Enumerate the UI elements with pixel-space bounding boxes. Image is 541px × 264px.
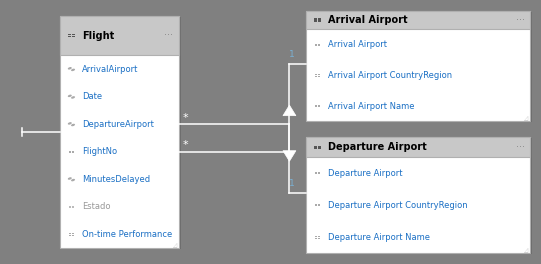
Bar [72,36,75,37]
Bar [69,234,71,235]
Bar [318,172,320,173]
Bar [72,206,74,207]
Text: Departure Airport CountryRegion: Departure Airport CountryRegion [328,201,468,210]
Text: Arrival Airport: Arrival Airport [328,15,408,25]
Text: ArrivalAirport: ArrivalAirport [82,65,138,74]
Bar [315,44,317,45]
Bar [308,138,532,254]
Bar [318,147,321,149]
Bar [306,137,530,253]
Bar [315,172,317,173]
Bar [308,12,532,122]
Text: Departure Airport: Departure Airport [328,169,403,178]
Polygon shape [283,105,296,116]
Text: ···: ··· [516,15,525,25]
Bar [72,34,75,35]
Bar [315,74,317,75]
Bar [314,145,317,147]
Text: Estado: Estado [82,202,111,211]
Text: Arrival Airport CountryRegion: Arrival Airport CountryRegion [328,71,452,80]
Bar [318,45,320,46]
Bar [68,34,71,35]
Bar [318,236,320,237]
Text: ···: ··· [164,31,173,41]
Bar [68,36,71,37]
Polygon shape [283,151,296,161]
Bar [315,105,317,106]
Text: Arrival Airport: Arrival Airport [328,40,387,49]
Text: ···: ··· [516,142,525,152]
Text: 1: 1 [289,50,295,59]
Bar [72,152,74,153]
Bar [315,236,317,237]
Bar [69,150,71,152]
Text: *: * [182,113,188,123]
Bar [72,207,74,208]
Bar [318,74,320,75]
Bar [306,137,530,157]
Bar [72,234,74,235]
Text: FlightNo: FlightNo [82,147,117,156]
Bar [318,145,321,147]
Text: DepartureAirport: DepartureAirport [82,120,154,129]
Bar [314,18,317,20]
Bar [315,205,317,206]
Bar [69,152,71,153]
Bar [315,76,317,77]
Text: ◿: ◿ [171,242,176,247]
Bar [318,105,320,106]
Bar [315,106,317,107]
Text: Departure Airport: Departure Airport [328,142,427,152]
Text: 1: 1 [289,179,295,188]
Text: Departure Airport Name: Departure Airport Name [328,233,431,242]
Bar [318,44,320,45]
Text: Flight: Flight [82,31,115,41]
Text: *: * [182,140,188,150]
Bar [318,205,320,206]
Bar [69,233,71,234]
Bar [315,173,317,174]
Bar [318,173,320,174]
Bar [318,18,321,20]
Bar [318,106,320,107]
Bar [315,238,317,239]
Text: ◿: ◿ [523,247,527,252]
Bar [72,150,74,152]
Bar [72,233,74,234]
Bar [318,204,320,205]
Bar [314,147,317,149]
Bar [60,16,179,248]
Bar [315,204,317,205]
Bar [315,45,317,46]
Bar [60,16,179,55]
Bar [318,20,321,22]
Bar [69,206,71,207]
Bar [306,11,530,29]
Text: On-time Performance: On-time Performance [82,230,173,239]
Text: MinutesDelayed: MinutesDelayed [82,175,150,184]
Bar [306,11,530,121]
Text: Date: Date [82,92,102,101]
Bar [69,207,71,208]
Bar [314,20,317,22]
Text: Arrival Airport Name: Arrival Airport Name [328,102,415,111]
Bar [318,76,320,77]
Bar [62,17,181,249]
Bar [318,238,320,239]
Text: ◿: ◿ [523,115,527,120]
